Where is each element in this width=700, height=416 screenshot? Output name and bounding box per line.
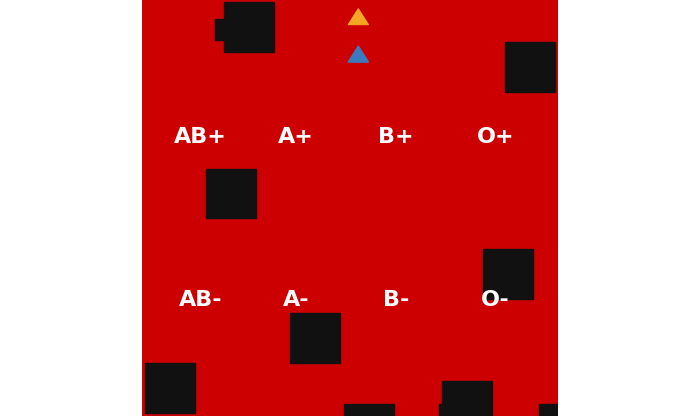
Text: AB-: AB- xyxy=(178,290,222,310)
Polygon shape xyxy=(0,228,76,411)
Polygon shape xyxy=(0,51,179,223)
Polygon shape xyxy=(0,0,122,10)
Circle shape xyxy=(67,0,525,366)
Polygon shape xyxy=(272,0,442,15)
Polygon shape xyxy=(293,0,458,79)
Polygon shape xyxy=(412,376,592,416)
Polygon shape xyxy=(601,42,650,92)
Circle shape xyxy=(167,0,624,366)
Polygon shape xyxy=(429,46,587,229)
Polygon shape xyxy=(223,2,274,52)
Polygon shape xyxy=(35,74,175,240)
Polygon shape xyxy=(678,249,700,299)
Polygon shape xyxy=(35,237,175,402)
Polygon shape xyxy=(272,259,442,416)
Polygon shape xyxy=(0,316,34,416)
Polygon shape xyxy=(146,363,195,413)
Polygon shape xyxy=(348,9,368,25)
Polygon shape xyxy=(370,0,526,113)
Polygon shape xyxy=(370,324,526,416)
Polygon shape xyxy=(373,3,545,183)
Polygon shape xyxy=(0,0,179,60)
Text: B antigen: B antigen xyxy=(379,45,458,63)
Polygon shape xyxy=(617,35,700,200)
Polygon shape xyxy=(272,0,442,178)
Polygon shape xyxy=(0,17,122,173)
Polygon shape xyxy=(0,66,76,248)
Polygon shape xyxy=(0,118,34,283)
Text: A+: A+ xyxy=(278,127,314,147)
Text: Rh factor: Rh factor xyxy=(241,20,318,38)
Polygon shape xyxy=(505,42,555,92)
Polygon shape xyxy=(47,254,219,416)
Polygon shape xyxy=(373,0,545,21)
Polygon shape xyxy=(41,182,91,232)
Circle shape xyxy=(0,71,429,416)
Polygon shape xyxy=(539,404,589,416)
Polygon shape xyxy=(206,168,256,218)
Text: O+: O+ xyxy=(477,127,514,147)
Polygon shape xyxy=(606,347,656,396)
Polygon shape xyxy=(60,0,239,97)
Polygon shape xyxy=(370,125,526,275)
Polygon shape xyxy=(0,154,34,319)
Polygon shape xyxy=(479,22,629,178)
Polygon shape xyxy=(163,259,312,414)
Polygon shape xyxy=(517,383,673,416)
Polygon shape xyxy=(412,214,592,386)
Polygon shape xyxy=(332,358,498,416)
Text: A antigen: A antigen xyxy=(379,7,458,26)
Polygon shape xyxy=(516,188,681,371)
Polygon shape xyxy=(440,404,489,416)
Polygon shape xyxy=(516,26,681,208)
Polygon shape xyxy=(290,313,340,363)
Polygon shape xyxy=(170,342,332,416)
Polygon shape xyxy=(344,404,393,416)
Polygon shape xyxy=(479,0,629,15)
Polygon shape xyxy=(118,0,274,54)
Polygon shape xyxy=(185,0,368,79)
Circle shape xyxy=(0,0,429,366)
Polygon shape xyxy=(225,357,407,416)
Text: B-: B- xyxy=(383,290,409,310)
Polygon shape xyxy=(517,220,673,370)
Polygon shape xyxy=(617,197,700,362)
Polygon shape xyxy=(63,0,113,25)
Text: B+: B+ xyxy=(378,127,414,147)
Polygon shape xyxy=(170,0,332,95)
Polygon shape xyxy=(0,0,13,25)
Polygon shape xyxy=(442,381,492,416)
Polygon shape xyxy=(429,208,587,391)
Circle shape xyxy=(67,71,525,416)
Polygon shape xyxy=(483,249,533,299)
Polygon shape xyxy=(579,249,629,299)
Polygon shape xyxy=(215,19,236,40)
Polygon shape xyxy=(118,67,274,216)
Circle shape xyxy=(267,71,700,416)
Text: AB+: AB+ xyxy=(174,127,227,147)
Polygon shape xyxy=(0,0,34,121)
Polygon shape xyxy=(46,363,95,413)
Polygon shape xyxy=(0,264,122,416)
Text: O-: O- xyxy=(481,290,510,310)
Circle shape xyxy=(267,0,700,366)
Text: A-: A- xyxy=(283,290,309,310)
Polygon shape xyxy=(370,161,526,312)
Circle shape xyxy=(167,71,624,416)
Polygon shape xyxy=(348,46,368,62)
Polygon shape xyxy=(60,340,239,416)
